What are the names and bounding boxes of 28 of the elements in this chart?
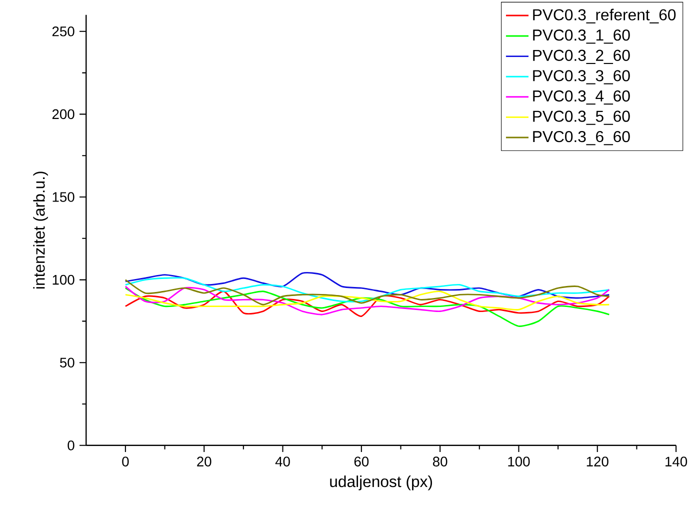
- x-tick-label: 20: [197, 456, 212, 467]
- legend-label: PVC0.3_referent_60: [533, 8, 676, 24]
- x-tick-label: 120: [586, 456, 608, 467]
- x-tick-label: 100: [508, 456, 530, 467]
- x-tick-label: 80: [432, 456, 448, 467]
- legend-label: PVC0.3_3_60: [533, 70, 630, 84]
- y-tick-label: 150: [52, 192, 74, 202]
- line-series: [124, 288, 610, 328]
- line-series: [124, 286, 610, 316]
- y-tick-label: 250: [52, 26, 74, 36]
- line-series: [124, 272, 610, 299]
- legend-label: PVC0.3_6_60: [533, 131, 630, 146]
- x-tick-label: 40: [275, 456, 290, 467]
- legend-label: PVC0.3_4_60: [533, 90, 630, 105]
- line-series: [124, 290, 610, 318]
- x-axis-title: udaljenost (px): [330, 476, 432, 490]
- x-tick-label: 140: [666, 456, 688, 467]
- x-tick-label: 0: [122, 456, 129, 467]
- legend-label: PVC0.3_1_60: [533, 30, 630, 44]
- line-series: [124, 290, 610, 311]
- y-axis-title: intenzitet (arb.u.): [33, 172, 48, 289]
- y-tick-label: 50: [60, 358, 74, 368]
- legend-label: PVC0.3_2_60: [533, 50, 630, 64]
- y-tick-label: 0: [68, 440, 74, 450]
- y-tick-label: 200: [52, 109, 74, 120]
- legend-label: PVC0.3_5_60: [533, 110, 630, 126]
- x-tick-label: 60: [354, 456, 369, 467]
- y-tick-label: 100: [52, 275, 74, 285]
